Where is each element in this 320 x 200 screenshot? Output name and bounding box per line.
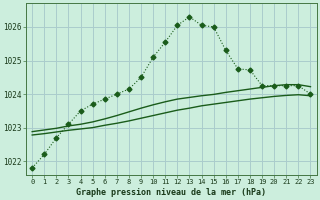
- X-axis label: Graphe pression niveau de la mer (hPa): Graphe pression niveau de la mer (hPa): [76, 188, 266, 197]
